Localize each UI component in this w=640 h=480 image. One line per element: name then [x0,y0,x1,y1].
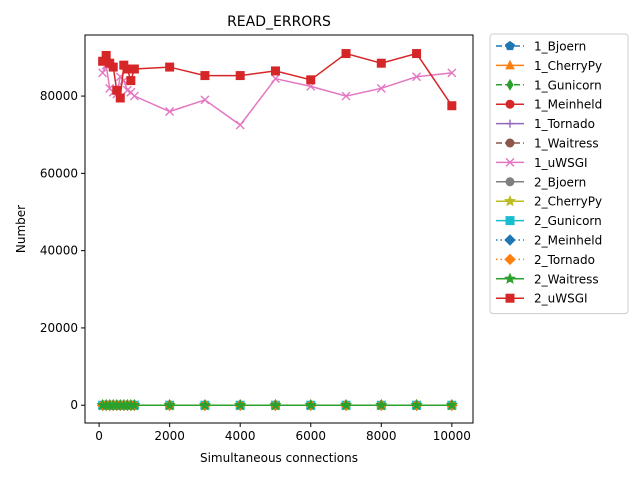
legend-item-1_Tornado: 1_Tornado [496,117,595,131]
legend-label: 2_Bjoern [534,175,586,189]
legend-label: 2_Tornado [534,253,595,267]
legend-label: 1_Gunicorn [534,78,602,92]
legend-label: 2_uWSGI [534,292,588,306]
y-tick-label: 80000 [40,89,78,103]
legend-label: 1_CherryPy [534,59,602,73]
x-tick-label: 6000 [295,429,326,443]
legend-item-2_Waitress: 2_Waitress [496,272,599,286]
series-2_uWSGI [98,49,457,111]
y-tick-label: 20000 [40,321,78,335]
legend-label: 1_Tornado [534,117,595,131]
legend-item-2_Bjoern: 2_Bjoern [496,175,586,189]
legend-item-1_Gunicorn: 1_Gunicorn [496,78,602,92]
legend-marker-2_Meinheld [504,234,516,246]
legend-item-2_Meinheld: 2_Meinheld [496,234,602,248]
data-point-2_Waitress [128,398,141,411]
data-point-2_uWSGI [412,49,422,59]
legend-item-1_Waitress: 1_Waitress [496,137,599,151]
legend-item-2_CherryPy: 2_CherryPy [496,195,602,209]
data-point-2_uWSGI [129,64,139,74]
x-axis: 0 2000 4000 6000 8000 10000 [95,423,471,443]
legend-label: 1_Meinheld [534,98,602,112]
legend-marker-1_Gunicorn [506,78,514,91]
data-point-1_uWSGI [270,74,280,84]
data-point-2_Waitress [163,398,176,411]
legend-item-1_Meinheld: 1_Meinheld [496,98,602,112]
data-point-1_uWSGI [447,68,457,78]
series-2_Waitress [96,398,458,411]
data-point-1_uWSGI [235,120,245,130]
legend-label: 1_uWSGI [534,156,588,170]
legend-marker-1_Tornado [506,119,514,128]
data-point-2_uWSGI [108,62,118,72]
legend-marker-2_Tornado [504,253,516,266]
legend-marker-2_Waitress [504,272,516,284]
chart-title: READ_ERRORS [227,14,331,30]
data-point-2_uWSGI [101,50,111,60]
data-point-2_uWSGI [112,85,122,95]
legend-label: 1_Bjoern [534,40,586,54]
legend-item-1_uWSGI: 1_uWSGI [496,156,588,170]
data-point-2_uWSGI [270,66,280,76]
data-point-2_Waitress [198,398,211,411]
data-point-1_uWSGI [412,72,422,82]
legend-label: 1_Waitress [534,137,599,151]
legend-label: 2_Meinheld [534,234,602,248]
data-point-2_Waitress [234,398,247,411]
legend-marker-1_CherryPy [505,59,515,70]
legend-item-1_CherryPy: 1_CherryPy [496,59,602,73]
data-point-1_uWSGI [165,107,175,117]
legend-item-2_Gunicorn: 2_Gunicorn [496,214,602,228]
legend-marker-1_Meinheld [505,99,515,109]
x-tick-label: 2000 [154,429,185,443]
legend-marker-2_Bjoern [505,177,515,187]
plot-frame [84,34,474,424]
legend-marker-1_uWSGI [505,157,515,167]
legend-item-2_Tornado: 2_Tornado [496,253,595,267]
data-point-1_uWSGI [376,83,386,93]
legend-item-2_uWSGI: 2_uWSGI [496,292,588,306]
y-tick-label: 60000 [40,166,78,180]
data-point-2_uWSGI [126,76,136,86]
x-tick-label: 10000 [433,429,471,443]
legend-marker-2_CherryPy [504,194,516,207]
data-point-2_uWSGI [235,71,245,81]
x-tick-label: 8000 [366,429,397,443]
y-tick-label: 40000 [40,244,78,258]
legend-label: 2_Gunicorn [534,214,602,228]
x-tick-label: 0 [95,429,103,443]
legend-label: 2_CherryPy [534,195,602,209]
legend-box [489,33,629,315]
legend-marker-1_Bjoern [505,40,515,51]
data-point-2_uWSGI [115,93,125,103]
y-axis: 0 20000 40000 60000 80000 [40,89,85,412]
data-point-2_uWSGI [341,49,351,59]
data-point-2_uWSGI [200,71,210,81]
y-tick-label: 0 [70,398,78,412]
data-point-1_uWSGI [98,68,108,78]
legend-marker-1_Waitress [505,138,515,148]
data-point-2_uWSGI [376,58,386,68]
legend-item-1_Bjoern: 1_Bjoern [496,40,586,54]
data-point-2_Waitress [410,398,423,411]
data-point-2_Waitress [445,398,458,411]
data-point-1_uWSGI [129,91,139,101]
x-tick-label: 4000 [225,429,256,443]
legend-label: 2_Waitress [534,272,599,286]
data-point-2_uWSGI [447,101,457,111]
data-point-1_uWSGI [200,95,210,105]
data-point-1_uWSGI [341,91,351,101]
y-axis-label: Number [14,205,28,253]
data-point-2_uWSGI [306,75,316,85]
legend: 1_Bjoern 1_CherryPy 1_Gunicorn 1_Meinheld 1_… [489,33,629,315]
data-point-2_uWSGI [165,62,175,72]
data-point-2_Waitress [340,398,353,411]
legend-marker-2_uWSGI [505,293,515,303]
data-point-2_Waitress [269,398,282,411]
data-point-2_Waitress [375,398,388,411]
data-point-2_Waitress [304,398,317,411]
x-axis-label: Simultaneous connections [200,451,358,465]
legend-marker-2_Gunicorn [505,216,515,226]
